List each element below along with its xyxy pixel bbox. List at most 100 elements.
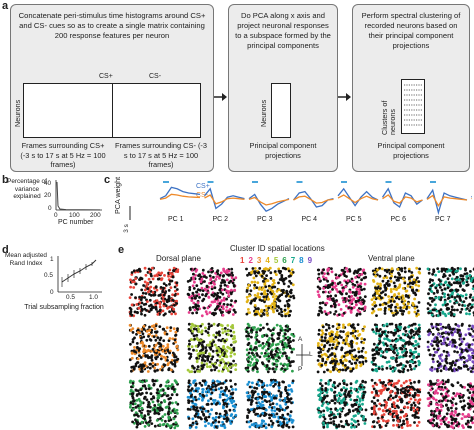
legend-cs-plus: CS+	[196, 183, 210, 190]
cs-minus-trace	[426, 194, 468, 207]
cluster-id-9: 9	[307, 256, 313, 265]
variance-ytick-0: 0	[48, 205, 52, 212]
compass-lateral: L	[309, 351, 313, 358]
rand-xlabel: Trial subsampling fraction	[24, 304, 104, 311]
cluster-fov-map	[244, 322, 296, 374]
cluster-fov-map	[316, 266, 368, 318]
cluster-caption: Principal component projections	[377, 141, 445, 160]
cluster-id-7: 7	[290, 256, 296, 265]
cluster-fov-map	[426, 322, 474, 374]
rand-index-plot	[57, 256, 102, 293]
legend-cs-minus: CS-	[196, 192, 209, 199]
panel-e-label: e	[118, 244, 125, 256]
variance-plot	[55, 180, 102, 211]
variance-xlabel: PC number	[58, 219, 94, 226]
cluster-ylabel: Clusters of neurons	[380, 100, 397, 135]
cluster-map-title: Cluster ID spatial locations	[230, 244, 325, 253]
pc-label: PC 5	[346, 216, 362, 223]
cluster-fov-map	[370, 378, 422, 430]
cs-plus-trace	[471, 195, 472, 198]
cluster-id-1: 1	[240, 256, 245, 265]
pipeline-step-3: Perform spectral clustering of recorded …	[352, 4, 470, 172]
cluster-fov-map	[370, 266, 422, 318]
matrix-col-cs-minus: CS-	[149, 73, 162, 80]
cs-plus-trace	[426, 188, 468, 216]
pc-label: PC 6	[390, 216, 407, 223]
cs-minus-trace	[293, 195, 334, 204]
pipeline-step-2: Do PCA along x axis and project neuronal…	[228, 4, 338, 172]
pc-label: PC 1	[168, 216, 184, 223]
cluster-id-2: 2	[248, 256, 253, 265]
arrow-right-icon	[338, 93, 351, 101]
projection-matrix	[271, 83, 291, 138]
cs-minus-trace	[248, 196, 290, 206]
rand-ytick-1: 1	[50, 256, 54, 263]
rand-xtick-05: 0.5	[66, 294, 75, 301]
matrix-caption-right: Frames surrounding CS- (-3 s to 17 s at …	[114, 141, 207, 169]
cluster-id-5: 5	[273, 256, 279, 265]
time-scale-label: 3 s	[122, 224, 130, 233]
cs-minus-trace	[159, 193, 201, 201]
cluster-fov-map	[244, 266, 296, 318]
step-3-title: Perform spectral clustering of recorded …	[361, 11, 461, 50]
cluster-fov-map	[316, 378, 368, 430]
cs-plus-trace	[337, 187, 379, 207]
variance-xtick-100: 100	[69, 212, 80, 219]
matrix-caption-left: Frames surrounding CS+ (-3 s to 17 s at …	[20, 141, 106, 169]
cluster-matrix	[401, 79, 425, 134]
matrix-col-cs-plus: CS+	[99, 73, 113, 80]
cluster-id-8: 8	[299, 256, 304, 265]
cs-minus-trace	[204, 194, 245, 205]
rand-ytick-05: 0.5	[44, 272, 53, 279]
pc-traces	[129, 181, 472, 220]
cs-minus-trace	[337, 194, 379, 204]
pc-label: PC 4	[301, 216, 318, 223]
cluster-fov-map	[316, 322, 368, 374]
cluster-fov-map	[186, 266, 238, 318]
matrix-ylabel: Neurons	[13, 99, 22, 127]
pipeline-step-1: Concatenate peri-stimulus time histogram…	[10, 4, 214, 172]
step-1-title: Concatenate peri-stimulus time histogram…	[18, 11, 206, 40]
rand-xtick-10: 1.0	[89, 294, 98, 301]
cluster-id-3: 3	[256, 256, 262, 265]
rand-ytick-0: 0	[50, 289, 54, 296]
cluster-fov-map	[426, 378, 474, 430]
dorsal-plane-title: Dorsal plane	[156, 254, 201, 263]
cluster-fov-map	[244, 378, 296, 430]
panel-b-label: b	[2, 174, 9, 186]
cluster-fov-map	[128, 266, 180, 318]
cluster-fov-map	[426, 266, 474, 318]
compass-posterior: P	[298, 366, 303, 373]
projection-caption: Principal component projections	[249, 141, 317, 160]
pc-label: PC 7	[435, 216, 451, 223]
cluster-fov-map	[128, 378, 180, 430]
cluster-fov-map	[186, 378, 238, 430]
variance-ylabel: Percentage of variance explained	[7, 178, 47, 200]
panel-a-label: a	[2, 0, 9, 12]
variance-xtick-0: 0	[54, 212, 58, 219]
arrow-right-icon	[214, 93, 227, 101]
cluster-id-6: 6	[282, 256, 287, 265]
rand-ylabel: Mean adjusted Rand Index	[5, 252, 47, 267]
cs-plus-trace	[159, 186, 201, 200]
step-2-title: Do PCA along x axis and project neuronal…	[235, 11, 331, 50]
pc-label: PC 3	[257, 216, 273, 223]
variance-ytick-40: 40	[44, 180, 52, 187]
cluster-fov-map	[128, 322, 180, 374]
cs-plus-trace	[248, 193, 290, 213]
cs-minus-trace	[382, 194, 423, 204]
projection-ylabel: Neurons	[259, 99, 268, 127]
cluster-id-4: 4	[265, 256, 270, 265]
cluster-fov-map	[370, 322, 422, 374]
feature-matrix	[23, 83, 201, 138]
pc-label: PC 2	[212, 216, 229, 223]
cluster-fov-map	[186, 322, 238, 374]
panel-d-label: d	[2, 244, 9, 256]
panel-c-label: c	[104, 174, 111, 186]
variance-xtick-200: 200	[90, 212, 101, 219]
cs-plus-trace	[292, 190, 334, 208]
ventral-plane-title: Ventral plane	[368, 254, 415, 263]
cs-plus-trace	[381, 187, 423, 209]
compass-anterior: A	[298, 336, 303, 343]
